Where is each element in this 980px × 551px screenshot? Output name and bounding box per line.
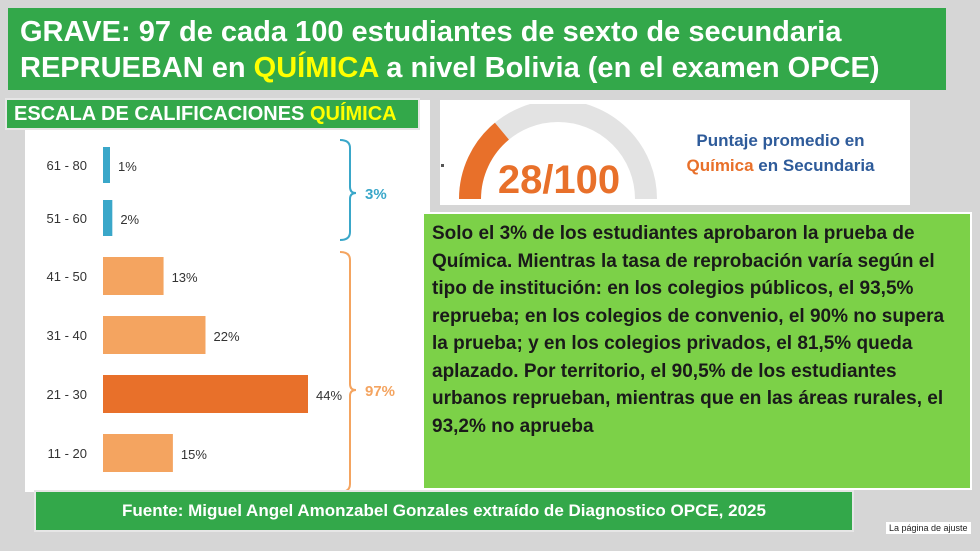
headline-line-2-prefix: REPRUEBAN en (20, 52, 254, 84)
y-tick-label: 21 - 30 (47, 387, 87, 402)
adjust-page-badge[interactable]: La página de ajuste (886, 522, 971, 534)
headline-line-2: REPRUEBAN en QUÍMICA a nivel Bolivia (en… (20, 50, 934, 86)
gauge-caption-highlight: Química (686, 156, 754, 175)
gauge-caption-suffix: en Secundaria (753, 156, 875, 175)
bar (103, 316, 206, 354)
chart-panel (25, 100, 430, 492)
y-tick-label: 51 - 60 (47, 211, 87, 226)
data-label: 13% (172, 270, 198, 285)
headline-banner: GRAVE: 97 de cada 100 estudiantes de sex… (8, 8, 946, 90)
data-label: 15% (181, 447, 207, 462)
y-tick-label: 31 - 40 (47, 328, 87, 343)
score-gauge (459, 104, 657, 200)
data-label: 22% (214, 329, 240, 344)
gauge-caption-line-1: Puntaje promedio en (696, 131, 865, 150)
gauge-value: 28/100 (497, 158, 621, 202)
headline-line-2-suffix: a nivel Bolivia (en el examen OPCE) (378, 52, 880, 84)
bar (103, 200, 113, 236)
headline-line-1: GRAVE: 97 de cada 100 estudiantes de sex… (20, 16, 842, 48)
group-label: 3% (365, 186, 387, 203)
data-label: 44% (316, 388, 342, 403)
gauge-caption: Puntaje promedio en Química en Secundari… (668, 128, 893, 178)
bullet-dot (441, 164, 444, 167)
group-bracket (339, 139, 357, 241)
scale-title: ESCALA DE CALIFICACIONES QUÍMICA (5, 98, 420, 130)
grade-scale-bar-chart: 61 - 80 1% 51 - 60 2% 41 - 50 13% 31 - 40 22% 21… (47, 139, 395, 492)
scale-title-prefix: ESCALA DE CALIFICACIONES (14, 103, 310, 125)
info-box: Solo el 3% de los estudiantes aprobaron … (422, 212, 972, 490)
bar (103, 434, 173, 472)
data-label: 1% (118, 159, 137, 174)
gauge-fill (459, 122, 510, 200)
bar (103, 257, 164, 295)
group-bracket (339, 251, 357, 492)
gauge-caption-line-2: Química en Secundaria (668, 153, 893, 178)
scale-title-highlight: QUÍMICA (309, 103, 397, 125)
headline-highlight: QUÍMICA (253, 52, 379, 84)
y-tick-label: 11 - 20 (47, 446, 87, 461)
bar (103, 147, 110, 183)
data-label: 2% (120, 212, 139, 227)
source-banner: Fuente: Miguel Angel Amonzabel Gonzales … (34, 490, 854, 532)
y-tick-label: 61 - 80 (47, 158, 87, 173)
y-tick-label: 41 - 50 (47, 269, 87, 284)
bar (103, 375, 308, 413)
group-label: 97% (365, 383, 395, 400)
